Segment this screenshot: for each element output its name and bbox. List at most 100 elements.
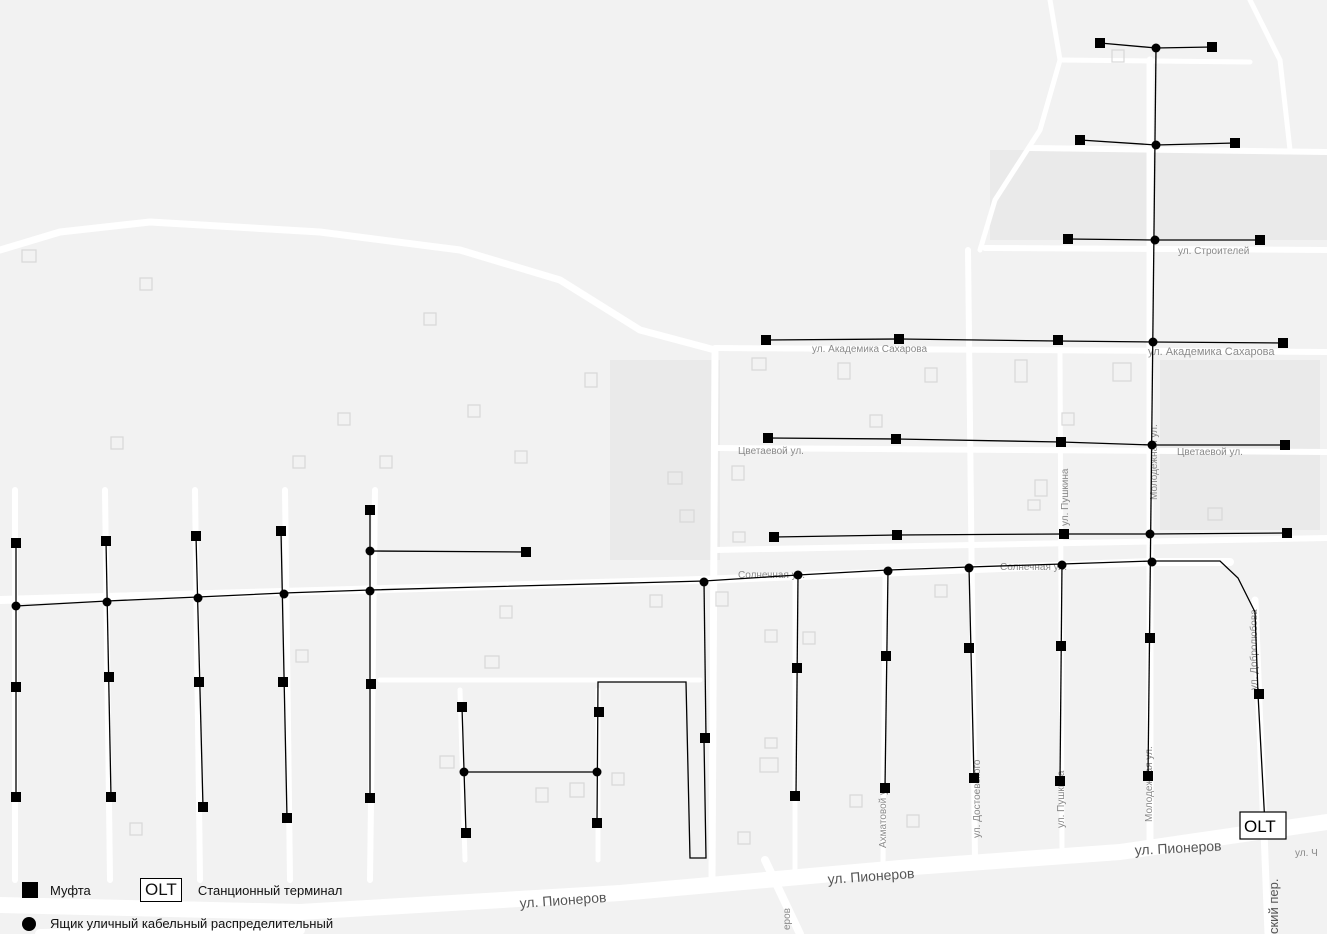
mufta-marker (594, 707, 604, 717)
cable-loop (596, 681, 707, 859)
map-legend: Муфта OLT Станционный терминал Ящик улич… (0, 872, 420, 934)
olt-label: OLT (1244, 817, 1276, 836)
mufta-marker (792, 663, 802, 673)
cable-col-4 (280, 530, 288, 819)
cabinet-marker (11, 601, 21, 611)
square-icon (22, 882, 38, 898)
cable-trunk (15, 560, 1266, 826)
mufta-marker (1059, 529, 1069, 539)
label-ahmatovoy: Ахматовой ул. (878, 782, 889, 848)
cabinet-marker (279, 589, 289, 599)
cabinet-marker (883, 566, 893, 576)
cabinet-marker (699, 577, 709, 587)
circle-icon (22, 916, 36, 931)
mufta-marker (365, 793, 375, 803)
buildings (21, 49, 1223, 845)
legend-mufta-label: Муфта (50, 882, 91, 898)
road-north-top (1057, 57, 1253, 65)
label-pionerov-2: ул. Пионеров (827, 865, 915, 887)
road-stroiteley (982, 245, 1327, 253)
cable-col-3 (195, 535, 204, 808)
road-ne-curve (977, 0, 1063, 253)
mufta-marker (101, 536, 111, 546)
mufta-marker (880, 783, 890, 793)
mufta-marker (761, 335, 771, 345)
mufta-marker (104, 672, 114, 682)
cable-col-2 (105, 540, 112, 798)
olt-terminal[interactable]: OLT (1239, 811, 1287, 840)
cabinet-marker (1151, 140, 1161, 150)
road-diagonal (0, 218, 719, 354)
cabinet-marker (1147, 557, 1157, 567)
mufta-marker (1056, 641, 1066, 651)
mufta-marker (763, 433, 773, 443)
mufta-marker (1053, 335, 1063, 345)
mufta-marker (461, 828, 471, 838)
label-saharova-2: ул. Академика Сахарова (1148, 346, 1275, 358)
cabinet-marker (102, 597, 112, 607)
mufta-marker (881, 651, 891, 661)
legend-cabinet: Ящик уличный кабельный распределительный (22, 916, 333, 931)
mufta-marker (1095, 38, 1105, 48)
legend-mufta: Муфта (22, 882, 91, 898)
mufta-marker (276, 526, 286, 536)
mufta-marker (790, 791, 800, 801)
mufta-marker (1255, 235, 1265, 245)
mufta-marker (1143, 771, 1153, 781)
mufta-marker (894, 334, 904, 344)
mufta-marker (198, 802, 208, 812)
mufta-marker (11, 792, 21, 802)
road-ns-mid (708, 346, 719, 884)
cabinet-marker (365, 586, 375, 596)
label-saharova-1: ул. Академика Сахарова (812, 344, 927, 355)
cable-main-north (1147, 47, 1157, 777)
label-cvetaevoy-2: Цветаевой ул. (1177, 447, 1243, 458)
cabinet-marker (592, 767, 602, 777)
mufta-marker (1145, 633, 1155, 643)
road-bottom-stub (761, 856, 804, 934)
mufta-marker (969, 773, 979, 783)
mufta-markers (11, 38, 1292, 838)
label-molodezhnaya-2: Молодежная ул. (1144, 746, 1155, 822)
legend-olt: OLT Станционный терминал (140, 878, 342, 902)
label-solnechnaya-2: Солнечная ул. (1000, 562, 1067, 573)
legend-olt-box: OLT (140, 878, 182, 902)
mufta-marker (278, 677, 288, 687)
cabinet-marker (793, 570, 803, 580)
cabinet-markers (11, 43, 1161, 777)
mufta-marker (891, 434, 901, 444)
cabinet-marker (365, 546, 375, 556)
mufta-marker (1207, 42, 1217, 52)
mufta-marker (964, 643, 974, 653)
label-cvetaevoy-1: Цветаевой ул. (738, 446, 804, 457)
legend-olt-label: Станционный терминал (197, 882, 343, 898)
mufta-marker (11, 682, 21, 692)
road-pionerov-lower (35, 925, 305, 934)
label-molodezhnaya-1: Молодежная ул. (1149, 424, 1160, 500)
road-ne-top (1247, 0, 1293, 153)
mufta-marker (194, 677, 204, 687)
mufta-marker (282, 813, 292, 823)
label-solnechnaya-1: Солнечная ул. (738, 570, 805, 581)
road-north-1 (1027, 145, 1327, 155)
cable-col-r2 (884, 569, 889, 789)
mufta-marker (1230, 138, 1240, 148)
mufta-marker (1055, 776, 1065, 786)
label-pushkina-1: ул. Пушкина (1060, 468, 1071, 526)
cable-col-r3 (968, 566, 975, 779)
cable-col-r4 (1059, 563, 1063, 782)
mufta-marker (592, 818, 602, 828)
road-ns-r2 (880, 572, 888, 873)
road-saharova (712, 345, 1327, 355)
cabinet-marker (1147, 440, 1157, 450)
mufta-marker (700, 733, 710, 743)
mufta-marker (1278, 338, 1288, 348)
mufta-marker (892, 530, 902, 540)
cabinet-marker (1150, 235, 1160, 245)
label-dobrolubova: ул. Добролюбова (1248, 609, 1260, 690)
district-blocks (610, 150, 1327, 560)
cable-col-r1 (795, 574, 799, 797)
cabinet-marker (1151, 43, 1161, 53)
